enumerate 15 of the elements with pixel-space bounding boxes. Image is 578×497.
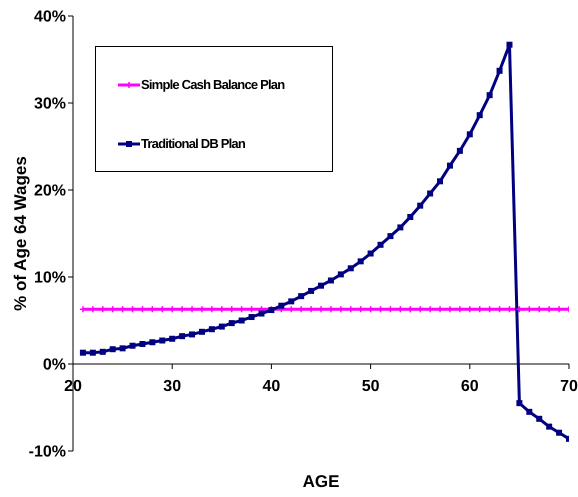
y-tick-label: 10% xyxy=(34,270,66,287)
legend-label: Simple Cash Balance Plan xyxy=(141,77,284,92)
x-axis-title: AGE xyxy=(302,472,340,492)
x-tick-label: 70 xyxy=(560,378,578,395)
y-tick-label: -10% xyxy=(28,444,66,461)
legend-label: Traditional DB Plan xyxy=(141,136,245,151)
x-tick-label: 40 xyxy=(262,378,280,395)
y-tick-label: 40% xyxy=(34,8,66,26)
x-tick-label: 30 xyxy=(163,378,182,395)
y-axis-title: % of Age 64 Wages xyxy=(11,156,30,311)
y-tick-label: 30% xyxy=(34,96,66,113)
x-tick-label: 50 xyxy=(362,378,380,395)
y-tick-label: 20% xyxy=(34,182,66,200)
x-tick-label: 60 xyxy=(460,378,479,395)
y-tick-label: 0% xyxy=(42,356,66,374)
